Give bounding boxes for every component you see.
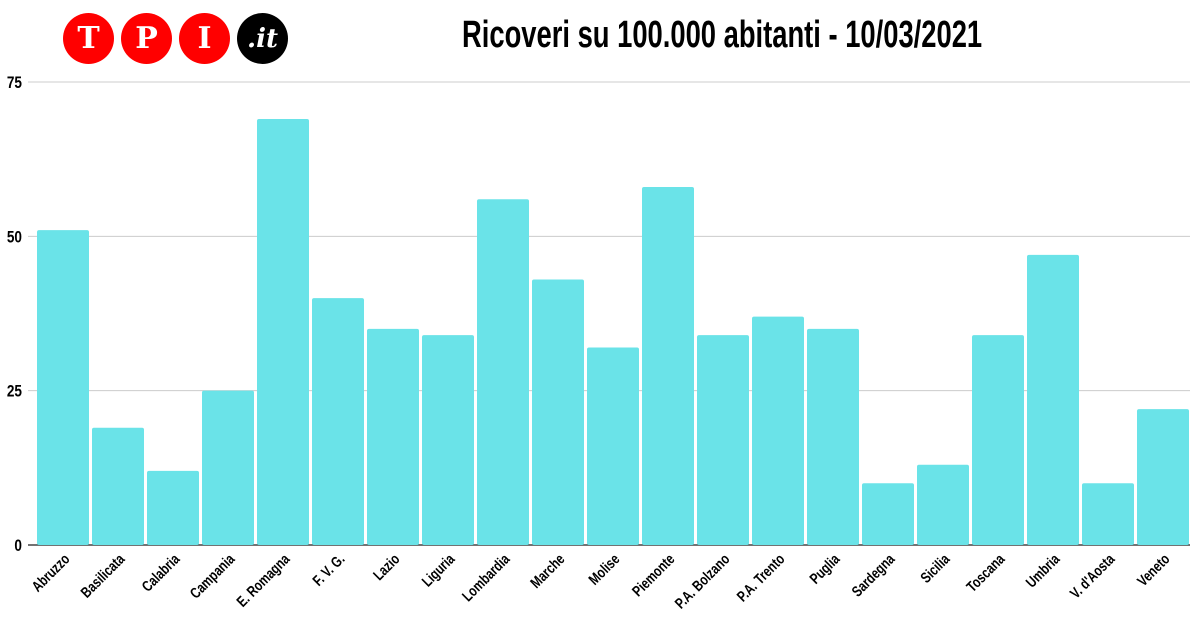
bar [477,199,529,545]
x-tick-label: P.A. Bolzano [672,551,733,612]
bar [257,119,309,545]
bar [367,328,419,545]
x-tick-label: E. Romagna [233,550,293,610]
x-tick-label: Sardegna [848,550,898,600]
bar [752,316,804,545]
bar [807,328,859,545]
y-tick-label: 25 [7,382,23,401]
bar [37,230,89,545]
x-tick-label: Sicilia [917,550,953,586]
x-tick-label: Toscana [963,550,1008,595]
x-tick-label: Liguria [418,550,458,590]
logo-i: I [179,13,230,64]
x-tick-label: P.A. Trento [733,551,787,605]
x-tick-label: Basilicata [77,550,128,601]
x-tick-label: V. d'Aosta [1067,550,1118,601]
bar [972,335,1024,545]
bar [92,427,144,545]
x-tick-label: Puglia [806,550,843,587]
x-tick-label: Umbria [1023,550,1064,591]
bar [312,298,364,545]
logo-p: P [121,13,172,64]
x-tick-label: Lazio [370,551,403,584]
y-tick-label: 50 [7,228,22,247]
x-tick-label: F. V. G. [309,551,348,590]
x-tick-label: Piemonte [629,550,678,599]
chart-title: Ricoveri su 100.000 abitanti - 10/03/202… [462,14,983,56]
bar [202,390,254,545]
bar [1082,483,1134,545]
bar [917,464,969,545]
x-tick-label: Lombardia [459,550,513,604]
tpi-logo: T P I .it [63,13,288,64]
bar [642,186,694,546]
x-tick-label: Marche [527,550,568,591]
logo-t: T [63,13,114,64]
bar [147,470,199,545]
bar [587,347,639,545]
bar [697,335,749,545]
x-tick-label: Campania [187,550,239,602]
x-tick-label: Calabria [138,550,183,595]
x-tick-label: Abruzzo [28,551,72,595]
bar [532,279,584,545]
y-tick-label: 0 [14,537,22,556]
bar [422,335,474,545]
bar [862,483,914,545]
logo-it: .it [237,13,288,64]
x-tick-label: Veneto [1134,551,1173,590]
bar [1027,254,1079,545]
x-tick-label: Molise [585,550,623,588]
bar [1137,409,1189,545]
y-tick-label: 75 [7,74,23,93]
